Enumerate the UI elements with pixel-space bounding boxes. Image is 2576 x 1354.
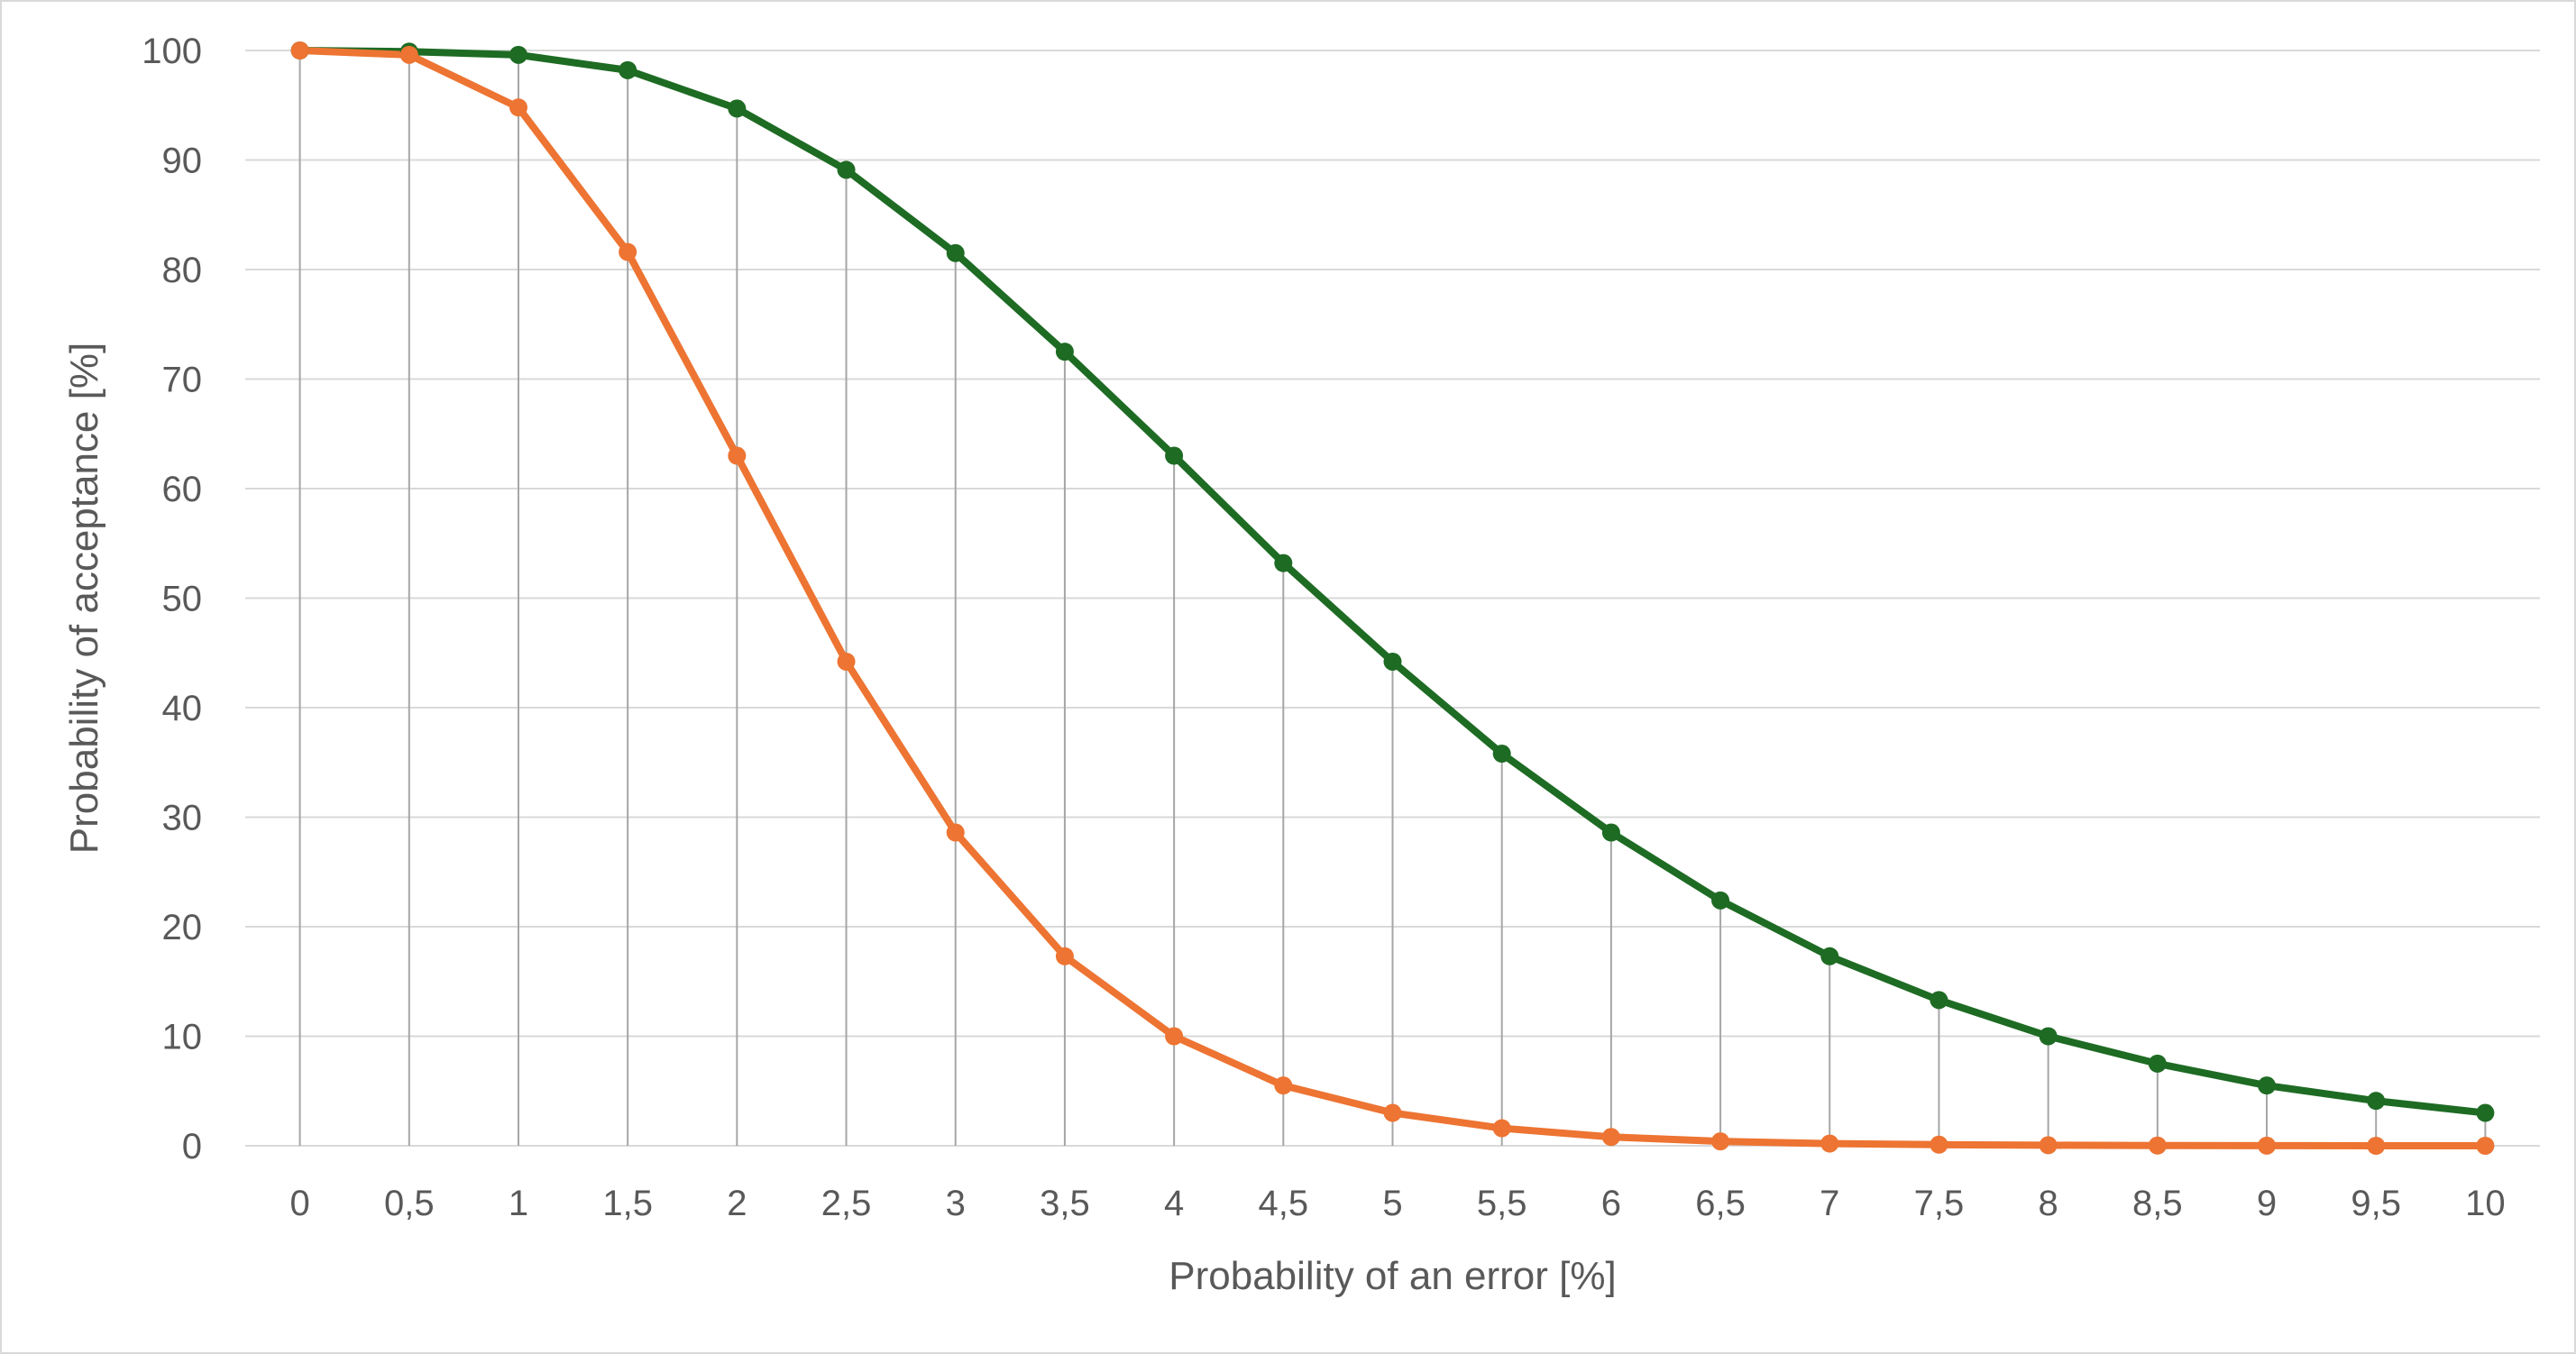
series-1-point: [2258, 1076, 2277, 1095]
series-1-point: [1383, 652, 1402, 671]
series-2-point: [1383, 1103, 1402, 1122]
series-2-point: [837, 652, 856, 671]
series-1-point: [2148, 1054, 2167, 1073]
series-1-point: [1711, 891, 1730, 910]
series-1-point: [1055, 343, 1074, 361]
y-tick-label: 100: [142, 32, 202, 71]
series-2-point: [1601, 1128, 1620, 1147]
series-2-point: [290, 41, 309, 59]
series-2-point: [1930, 1135, 1948, 1154]
series-2-point: [399, 45, 418, 64]
series-2-point: [2039, 1136, 2058, 1155]
series-2-point: [1820, 1134, 1839, 1153]
y-axis-title: Probability of acceptance [%]: [62, 343, 106, 854]
x-tick-label: 2: [727, 1184, 747, 1223]
series-2-point: [1274, 1076, 1293, 1095]
series-1-point: [2476, 1103, 2495, 1122]
series-1-point: [619, 60, 637, 79]
x-tick-label: 2,5: [821, 1184, 872, 1223]
y-tick-label: 50: [162, 580, 203, 619]
series-2-point: [1055, 947, 1074, 965]
y-tick-label: 60: [162, 470, 203, 509]
y-tick-label: 70: [162, 361, 203, 400]
x-tick-label: 6,5: [1695, 1184, 1746, 1223]
x-tick-label: 3,5: [1040, 1184, 1090, 1223]
series-1-point: [2367, 1092, 2386, 1111]
series-1-point: [1492, 745, 1511, 764]
series-2-point: [946, 823, 965, 842]
y-tick-label: 20: [162, 908, 203, 947]
x-tick-label: 0: [289, 1184, 309, 1223]
series-1-point: [1601, 823, 1620, 842]
series-2-point: [1711, 1132, 1730, 1151]
series-1-point: [1930, 991, 1948, 1010]
series-1-point: [946, 243, 965, 262]
x-tick-label: 7: [1820, 1184, 1839, 1223]
series-1-point: [2039, 1027, 2058, 1046]
series-1-point: [509, 45, 527, 64]
y-tick-labels: 0 10 20 30 40 50 60 70 80 90 100: [142, 32, 202, 1166]
series-2-point: [2367, 1137, 2386, 1155]
x-tick-label: 8,5: [2132, 1184, 2183, 1223]
x-tick-label: 3: [946, 1184, 966, 1223]
series-1-point: [1165, 446, 1184, 465]
series-1-point: [1274, 553, 1293, 572]
x-tick-label: 6: [1601, 1184, 1621, 1223]
y-tick-label: 10: [162, 1018, 203, 1057]
series-markers: [290, 41, 2495, 1155]
series-2-point: [2476, 1137, 2495, 1155]
series-2-point: [2148, 1136, 2167, 1155]
x-tick-label: 4: [1164, 1184, 1184, 1223]
series-2-point: [509, 98, 527, 117]
y-tick-label: 0: [182, 1127, 202, 1166]
x-tick-label: 4,5: [1259, 1184, 1309, 1223]
x-tick-label: 9,5: [2351, 1184, 2401, 1223]
series-2-point: [1492, 1119, 1511, 1138]
series-2-point: [1165, 1027, 1184, 1046]
series-2-point: [2258, 1136, 2277, 1155]
x-tick-label: 1,5: [602, 1184, 653, 1223]
series-1-point: [837, 160, 856, 179]
x-tick-label: 5,5: [1477, 1184, 1527, 1223]
x-tick-label: 8: [2039, 1184, 2058, 1223]
x-tick-label: 1: [509, 1184, 528, 1223]
series-2-point: [619, 242, 637, 261]
y-tick-label: 80: [162, 251, 203, 290]
x-tick-label: 7,5: [1914, 1184, 1965, 1223]
y-tick-label: 90: [162, 142, 203, 181]
series-2-point: [728, 446, 747, 465]
y-tick-label: 40: [162, 689, 203, 728]
series-1-point: [728, 99, 747, 118]
x-tick-label: 9: [2257, 1184, 2277, 1223]
x-tick-label: 0,5: [384, 1184, 435, 1223]
y-tick-label: 30: [162, 799, 203, 838]
x-axis-title: Probability of an error [%]: [1169, 1254, 1616, 1298]
series-1-point: [1820, 947, 1839, 965]
x-tick-label: 10: [2465, 1184, 2506, 1223]
x-tick-labels: 0 0,5 1 1,5 2 2,5 3 3,5 4 4,5 5 5,5 6 6,5 7 7,5 8 8,5 9 9,5…: [289, 1184, 2505, 1223]
x-tick-label: 5: [1382, 1184, 1402, 1223]
